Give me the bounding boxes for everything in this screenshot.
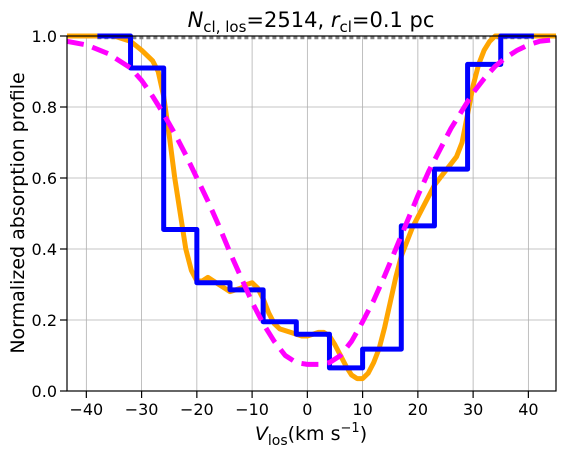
title-suffix: =0.1 pc <box>352 8 435 32</box>
series-group <box>67 33 556 382</box>
x-tick-label: 10 <box>352 400 372 419</box>
title-r-subscript: cl <box>339 18 351 36</box>
x-tick-label: −20 <box>180 400 214 419</box>
x-tick-label: −30 <box>125 400 159 419</box>
y-tick-label: 0.0 <box>32 382 57 401</box>
title-n: N <box>188 8 204 32</box>
x-tick-label: −10 <box>235 400 269 419</box>
y-tick-label: 0.2 <box>32 311 57 330</box>
x-axis-label-v: V <box>255 423 270 445</box>
x-axis-label-close: ) <box>360 423 367 445</box>
y-tick-label: 1.0 <box>32 27 57 46</box>
ticks: −40 −30 −20 −10 0 10 20 30 40 0.0 0.2 0.4 0.6 0.8 1.0 <box>32 27 539 419</box>
y-axis-label: Normalized absorption profile <box>7 72 29 353</box>
x-tick-label: −40 <box>69 400 103 419</box>
magenta-dashed-line <box>67 37 556 367</box>
x-axis-label: Vlos(km s−1) <box>255 421 367 449</box>
chart-title: Ncl, los=2514, rcl=0.1 pc <box>188 8 435 36</box>
x-axis-label-units: (km s <box>288 423 341 445</box>
x-axis-label-exponent: −1 <box>341 421 360 436</box>
title-middle: =2514, <box>246 8 330 32</box>
y-tick-label: 0.8 <box>32 98 57 117</box>
blue-step-line <box>97 33 534 371</box>
y-tick-label: 0.4 <box>32 240 57 259</box>
x-tick-label: 20 <box>408 400 428 419</box>
title-n-subscript: cl, los <box>203 18 246 36</box>
x-tick-label: 0 <box>302 400 312 419</box>
x-axis-label-subscript: los <box>268 433 288 449</box>
title-r: r <box>331 8 341 32</box>
y-tick-label: 0.6 <box>32 169 57 188</box>
x-tick-label: 40 <box>518 400 538 419</box>
x-tick-label: 30 <box>463 400 483 419</box>
plot-frame <box>66 35 557 392</box>
